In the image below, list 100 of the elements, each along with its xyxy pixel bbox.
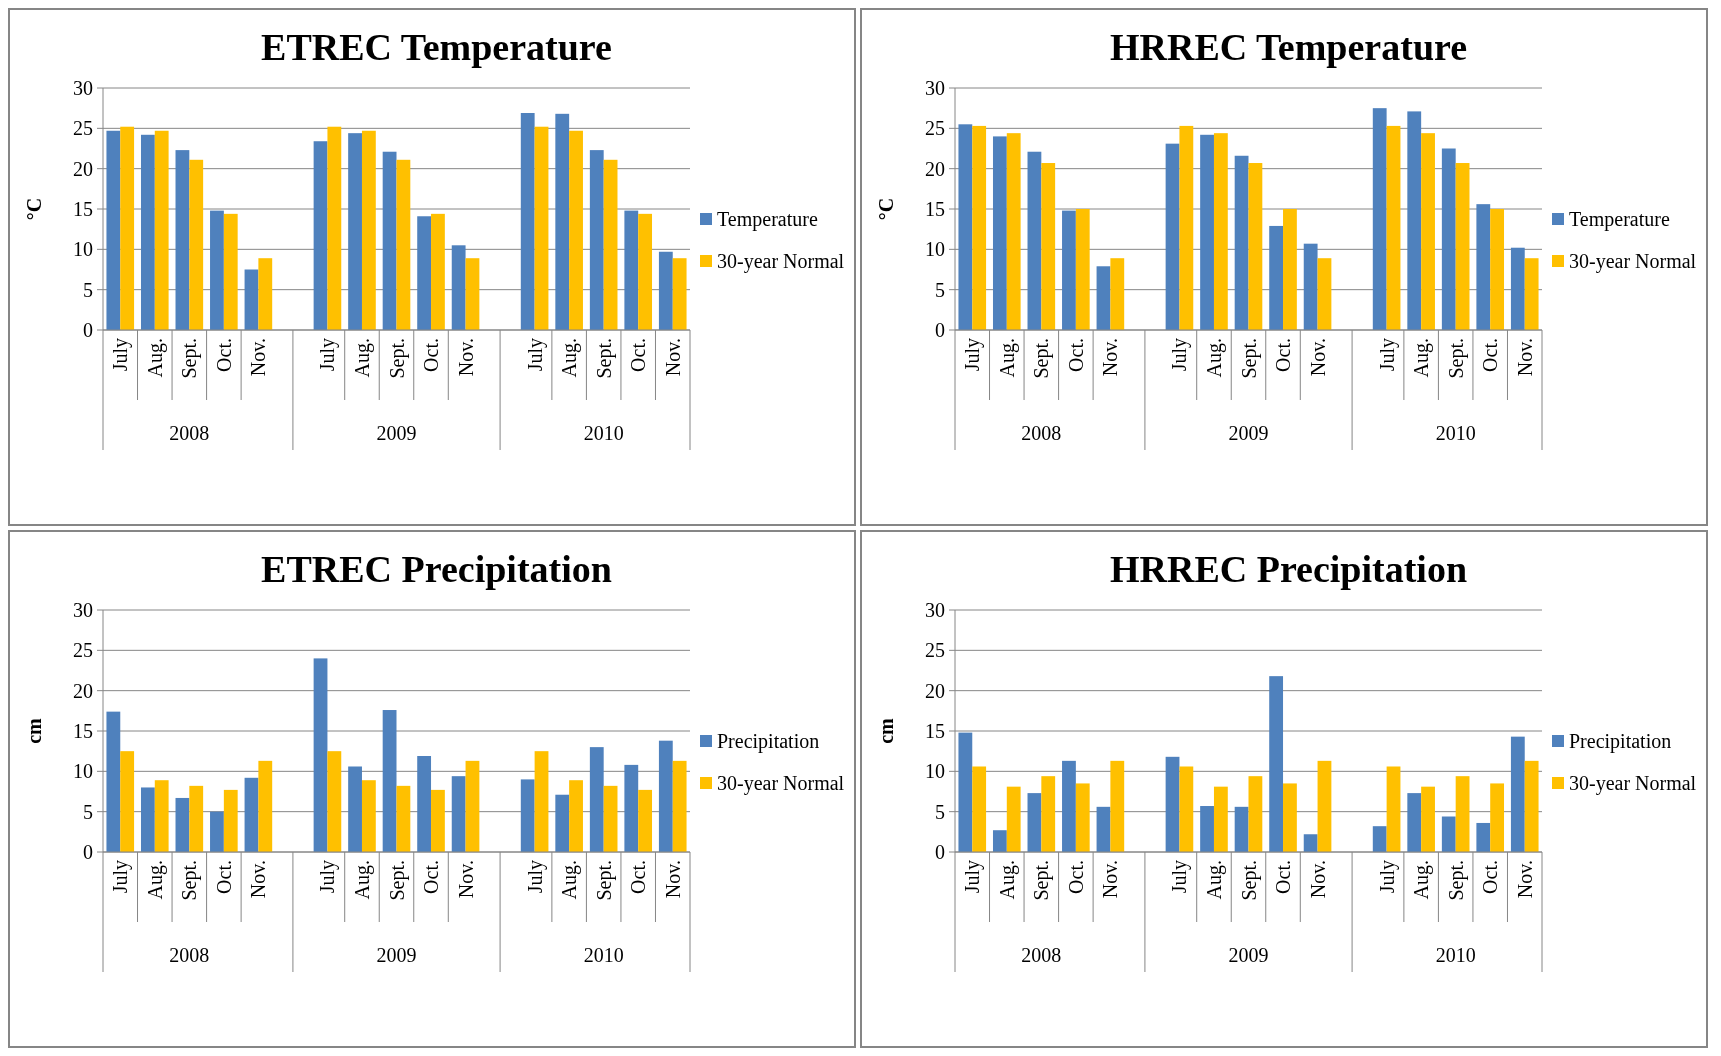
bar	[1234, 806, 1249, 852]
bar	[431, 213, 445, 330]
bar	[1269, 225, 1284, 330]
bar	[638, 213, 653, 330]
x-tick-label: July	[1375, 338, 1399, 372]
bar	[382, 151, 397, 330]
bar	[348, 766, 362, 852]
y-axis-title: cm	[875, 717, 897, 744]
bar	[958, 124, 973, 330]
legend-label: 30-year Normal	[1569, 250, 1697, 273]
bar	[1407, 111, 1422, 330]
bar	[1317, 760, 1332, 852]
bar	[465, 258, 480, 330]
bar	[1041, 163, 1056, 330]
bar	[624, 210, 639, 330]
bar	[1524, 258, 1539, 330]
bar	[210, 811, 224, 852]
bar	[210, 210, 224, 330]
x-tick-label: Aug.	[1202, 860, 1226, 900]
bar	[313, 658, 328, 852]
y-tick-label: 10	[73, 238, 93, 261]
y-tick-label: 15	[73, 198, 93, 220]
bar	[1455, 776, 1470, 852]
bar	[396, 159, 411, 330]
y-tick-label: 15	[925, 720, 945, 742]
bar	[1303, 243, 1318, 330]
x-tick-label: Nov.	[247, 860, 270, 899]
bar	[1524, 760, 1539, 852]
bar	[1110, 760, 1125, 852]
y-tick-label: 0	[935, 841, 945, 863]
bar	[1372, 826, 1387, 852]
x-tick-label: Aug.	[143, 338, 167, 378]
y-tick-label: 0	[83, 319, 93, 341]
x-tick-label: Oct.	[1064, 860, 1087, 894]
bar	[958, 732, 973, 852]
bar	[672, 258, 687, 330]
y-tick-label: 10	[73, 760, 93, 783]
bar	[327, 126, 342, 330]
bar	[589, 747, 604, 852]
bar	[1283, 209, 1297, 330]
bar	[140, 787, 155, 852]
bar	[189, 785, 204, 852]
bar	[361, 780, 376, 852]
bar	[361, 130, 376, 330]
bar	[417, 216, 432, 330]
x-tick-label: July	[1168, 338, 1192, 372]
bar	[1372, 108, 1387, 330]
x-tick-label: Aug.	[558, 860, 582, 900]
x-tick-label: July	[523, 860, 547, 894]
bar	[658, 251, 673, 330]
x-tick-label: Oct.	[627, 338, 650, 372]
bar	[1386, 766, 1401, 852]
y-tick-label: 5	[935, 278, 945, 301]
x-tick-label: Oct.	[1272, 860, 1295, 894]
bar	[1303, 834, 1318, 852]
bar	[313, 141, 328, 330]
x-tick-label: July	[961, 860, 985, 894]
bar	[1283, 783, 1297, 852]
bar	[327, 751, 342, 852]
x-tick-label: Nov.	[1306, 338, 1329, 377]
bar	[1213, 786, 1228, 852]
legend-label: 30-year Normal	[717, 250, 845, 273]
y-tick-label: 30	[925, 599, 945, 621]
x-tick-label: Oct.	[212, 860, 235, 894]
y-tick-label: 10	[925, 760, 945, 783]
x-tick-label: Sept.	[178, 338, 202, 379]
bar	[534, 126, 549, 330]
x-tick-label: July	[316, 860, 340, 894]
x-tick-label: Nov.	[1099, 860, 1122, 899]
bar	[451, 245, 466, 330]
y-axis-title: °C	[23, 197, 45, 221]
y-tick-label: 30	[925, 77, 945, 99]
bar	[382, 710, 397, 852]
bar	[603, 785, 618, 852]
bar	[1213, 133, 1228, 330]
x-tick-label: Aug.	[1410, 338, 1434, 378]
x-tick-label: Sept.	[592, 338, 616, 379]
x-tick-label: July	[316, 338, 340, 372]
bar	[396, 785, 411, 852]
y-tick-label: 25	[73, 117, 93, 140]
x-tick-label: Aug.	[350, 860, 374, 900]
y-axis-title: °C	[875, 197, 897, 221]
bar	[1006, 786, 1021, 852]
bar	[1200, 806, 1214, 852]
bar	[1096, 806, 1111, 852]
bar	[555, 113, 570, 330]
bar	[140, 134, 155, 330]
bar	[1096, 266, 1111, 330]
x-tick-label: Nov.	[661, 338, 684, 377]
bar	[1407, 793, 1422, 852]
bar	[603, 159, 618, 330]
bar	[175, 150, 190, 330]
bar	[1421, 786, 1435, 852]
bar	[992, 136, 1007, 330]
x-tick-label: Aug.	[995, 338, 1019, 378]
x-tick-label: Aug.	[143, 860, 167, 900]
bar	[1234, 155, 1249, 330]
bar	[1248, 776, 1263, 852]
x-tick-label: Oct.	[420, 860, 443, 894]
x-tick-label: Nov.	[454, 338, 477, 377]
